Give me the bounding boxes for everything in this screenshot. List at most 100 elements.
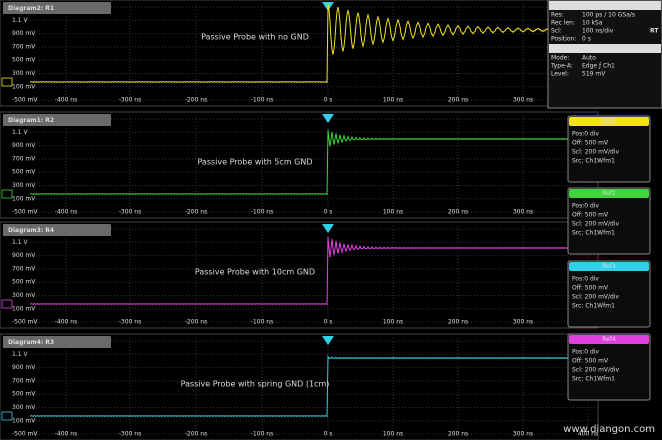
ref-box	[567, 333, 651, 401]
setting-name: Level:	[551, 71, 569, 78]
y-label: 100 mV	[12, 417, 36, 424]
ref-box	[567, 115, 651, 183]
setting-value: Auto	[582, 55, 596, 62]
ref-row: Src: Ch1Wfm1	[572, 376, 615, 383]
x-label: -100 ns	[251, 209, 273, 216]
x-label: 200 ns	[448, 431, 468, 438]
panel	[0, 221, 599, 329]
x-label: 400 ns	[578, 431, 598, 438]
ref-row: Src: Ch1Wfm1	[572, 303, 615, 310]
y-label: -500 mV	[12, 431, 38, 438]
x-label: 0 s	[324, 209, 333, 216]
ref-row: Pos:0 div	[572, 276, 599, 283]
settings-title: Horizontal settings	[573, 2, 638, 9]
y-label: 700 mV	[12, 43, 36, 50]
x-label: -100 ns	[251, 319, 273, 326]
panel	[0, 333, 599, 440]
ref-row: Scl: 200 mV/div	[572, 149, 620, 156]
x-label: 100 ns	[383, 431, 403, 438]
setting-value: 519 mV	[582, 71, 606, 78]
ref-title: Ref1	[602, 118, 616, 125]
x-label: -400 ns	[55, 209, 77, 216]
setting-name: Position:	[551, 36, 576, 43]
y-label: 900 mV	[12, 142, 36, 149]
setting-value: 100 ns/div	[582, 28, 614, 35]
x-label: -200 ns	[185, 209, 207, 216]
x-label: -400 ns	[55, 97, 77, 104]
x-label: 0 s	[324, 319, 333, 326]
panel	[0, 0, 599, 107]
y-label: 500 mV	[12, 391, 36, 398]
rt-badge: RT	[650, 28, 659, 35]
panel	[0, 111, 599, 219]
ref-row: Off: 500 mV	[572, 285, 609, 292]
ref-row: Off: 500 mV	[572, 212, 609, 219]
settings-title-bar	[549, 44, 661, 53]
x-label: 300 ns	[513, 431, 533, 438]
ref-title: Ref2	[602, 190, 616, 197]
ref-row: Off: 500 mV	[572, 140, 609, 147]
x-label: 0 s	[324, 431, 333, 438]
y-label: 700 mV	[12, 155, 36, 162]
x-label: 100 ns	[383, 97, 403, 104]
setting-name: Res:	[551, 12, 564, 19]
setting-value: 0 s	[582, 36, 591, 43]
y-label: 900 mV	[12, 30, 36, 37]
y-label: 500 mV	[12, 57, 36, 64]
setting-name: Mode:	[551, 55, 569, 62]
diagram-tab	[3, 2, 111, 14]
settings-title: Trigger settings	[578, 45, 632, 52]
y-label: 500 mV	[12, 169, 36, 176]
x-label: 200 ns	[448, 319, 468, 326]
trigger-marker	[322, 114, 334, 123]
x-label: 300 ns	[513, 319, 533, 326]
diagram-tab-label: Diagram2: R1	[8, 5, 54, 12]
trigger-marker	[322, 336, 334, 345]
ref-row: Off: 500 mV	[572, 358, 609, 365]
y-label: 1.1 V	[12, 129, 28, 136]
diagram-caption: Passive Probe with 10cm GND	[195, 268, 315, 277]
ref-marker	[1, 77, 13, 87]
y-label: 100 mV	[12, 195, 36, 202]
ref-marker	[1, 189, 13, 199]
ref-row: Scl: 200 mV/div	[572, 367, 620, 374]
ref-row: Scl: 200 mV/div	[572, 221, 620, 228]
y-label: 500 mV	[12, 279, 36, 286]
ref-marker	[1, 299, 13, 309]
settings-box	[547, 0, 662, 109]
x-label: -100 ns	[251, 97, 273, 104]
x-label: -200 ns	[185, 431, 207, 438]
y-label: 100 mV	[12, 305, 36, 312]
diagram-caption: Passive Probe with no GND	[201, 33, 309, 42]
diagram-caption: Passive Probe with spring GND (1cm)	[181, 380, 330, 389]
diagram-tab	[3, 224, 111, 236]
y-label: -500 mV	[12, 319, 38, 326]
x-label: 0 s	[324, 97, 333, 104]
ref-row: Pos:0 div	[572, 131, 599, 138]
ref-title: Ref3	[602, 263, 616, 270]
ref-title-bar	[569, 335, 649, 344]
x-label: -200 ns	[185, 319, 207, 326]
y-label: 700 mV	[12, 377, 36, 384]
x-label: -300 ns	[119, 319, 141, 326]
y-label: -500 mV	[12, 97, 38, 104]
ref-row: Scl: 200 mV/div	[572, 294, 620, 301]
diagram-tab-label: Diagram1: R2	[8, 117, 54, 124]
ref-row: Pos:0 div	[572, 203, 599, 210]
diagram-tab	[3, 114, 111, 126]
diagram-caption: Passive Probe with 5cm GND	[197, 158, 312, 167]
x-label: 100 ns	[383, 319, 403, 326]
x-label: -400 ns	[55, 319, 77, 326]
x-label: -100 ns	[251, 431, 273, 438]
y-label: 1.1 V	[12, 239, 28, 246]
setting-value: 100 ps / 10 GSa/s	[582, 12, 635, 19]
settings-title-bar	[549, 1, 661, 10]
ref-title: Ref4	[602, 336, 616, 343]
x-label: -300 ns	[119, 431, 141, 438]
x-label: -200 ns	[185, 97, 207, 104]
y-label: 100 mV	[12, 83, 36, 90]
y-label: 1.1 V	[12, 351, 28, 358]
x-label: 300 ns	[513, 97, 533, 104]
x-label: 100 ns	[383, 209, 403, 216]
